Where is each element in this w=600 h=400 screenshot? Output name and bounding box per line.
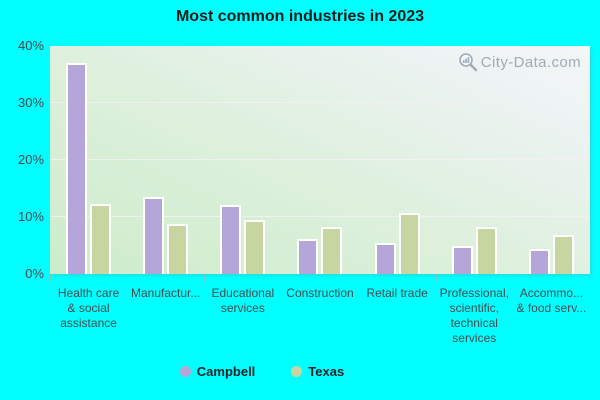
bar-group-2	[127, 46, 204, 274]
magnifier-chart-icon	[458, 53, 477, 72]
campbell-bar	[528, 248, 550, 274]
legend-item-texas: Texas	[291, 364, 344, 379]
x-axis-label: Accommo... & food serv...	[516, 286, 587, 315]
y-axis-tick-label: 0%	[25, 266, 44, 281]
gridline-20	[50, 159, 590, 160]
campbell-bar	[66, 63, 88, 274]
legend: Campbell Texas	[0, 364, 562, 379]
gridline-10	[50, 216, 590, 217]
category-tick	[281, 274, 283, 282]
legend-swatch-campbell	[179, 366, 191, 377]
campbell-bar	[451, 245, 473, 274]
watermark: City-Data.com	[458, 52, 581, 72]
bar-group-1	[50, 46, 127, 274]
y-axis-tick-label: 10%	[17, 209, 44, 224]
bar-group-6	[436, 46, 513, 274]
campbell-bar	[143, 197, 165, 274]
texas-bar	[475, 227, 497, 274]
legend-label-campbell: Campbell	[196, 364, 256, 379]
category-tick	[204, 274, 206, 282]
bar-group-4	[281, 46, 358, 274]
campbell-bar	[297, 238, 319, 274]
bar-group-5	[359, 46, 436, 274]
x-axis-label: Health care & social assistance	[57, 286, 120, 330]
category-tick	[358, 274, 360, 282]
gridline-30	[50, 102, 590, 103]
texas-bar	[552, 234, 574, 274]
x-axis-label: Educational services	[211, 286, 275, 315]
category-tick	[435, 274, 437, 282]
y-axis-tick-label: 40%	[17, 38, 44, 53]
texas-bar	[244, 219, 266, 274]
x-axis-labels: Health care & social assistance Manufactur.…	[50, 286, 590, 346]
texas-bar	[321, 227, 343, 274]
x-axis-label: Construction	[286, 286, 354, 300]
texas-bar	[90, 204, 112, 274]
category-tick	[512, 274, 514, 282]
legend-swatch-texas	[291, 366, 303, 377]
campbell-bar	[220, 205, 242, 274]
plot-area: City-Data.com	[50, 46, 590, 274]
texas-bar	[167, 224, 189, 274]
x-axis-label: Retail trade	[366, 286, 428, 300]
x-axis-label: Manufactur...	[131, 286, 201, 300]
texas-bar	[398, 213, 420, 274]
bar-group-3	[204, 46, 281, 274]
y-axis-tick-label: 30%	[17, 95, 44, 110]
bar-series	[50, 46, 590, 274]
category-tick	[589, 274, 590, 282]
watermark-text: City-Data.com	[480, 53, 581, 71]
category-tick	[50, 274, 51, 282]
legend-label-texas: Texas	[308, 364, 345, 379]
legend-item-campbell: Campbell	[179, 364, 256, 379]
chart-title: Most common industries in 2023	[175, 8, 425, 25]
x-axis-ticks	[50, 274, 590, 283]
campbell-bar	[374, 242, 396, 274]
y-axis: 0% 10% 20% 30% 40%	[0, 38, 44, 281]
x-axis-label: Professional, scientific, technical service…	[439, 286, 509, 345]
category-tick	[127, 274, 129, 282]
y-axis-tick-label: 20%	[17, 152, 44, 167]
bar-group-7	[513, 46, 590, 274]
